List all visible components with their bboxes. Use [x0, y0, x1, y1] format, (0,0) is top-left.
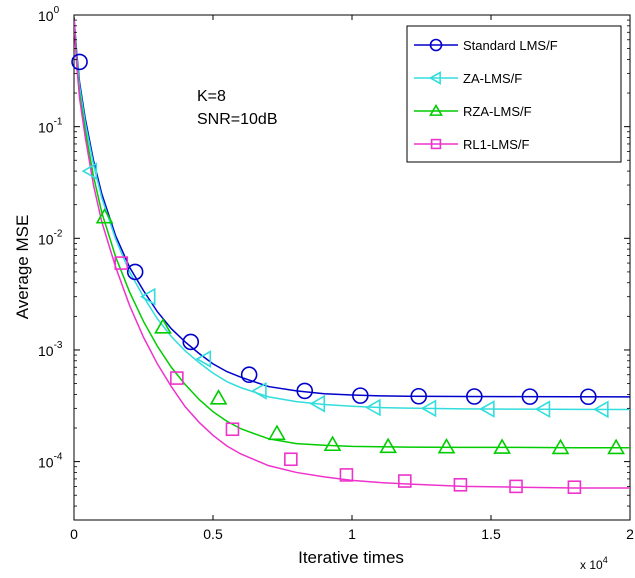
series-2-marker — [154, 318, 172, 334]
series-0-marker — [579, 388, 597, 406]
x-axis: 0 0.5 1 1.5 2 — [70, 15, 634, 542]
series-3-marker — [284, 452, 298, 467]
series-3-marker — [170, 371, 184, 385]
legend-label: ZA-LMS/F — [463, 71, 522, 86]
series-0-marker — [352, 387, 369, 404]
x-tick-label: 0 — [70, 526, 78, 542]
series-0-marker — [521, 388, 539, 405]
series-1-marker — [420, 399, 437, 418]
series-2-marker — [493, 438, 511, 454]
annotation-k: K=8 — [197, 88, 226, 105]
y-tick-base: 10 — [38, 120, 54, 136]
series-2-marker — [209, 389, 228, 405]
series-1-marker — [309, 394, 326, 413]
series-2-marker — [95, 207, 114, 224]
series-0-marker — [296, 382, 314, 400]
legend-marker — [429, 38, 443, 52]
series-0-marker — [126, 263, 144, 281]
x-tick-label: 1 — [348, 526, 356, 542]
legend-marker — [429, 103, 443, 116]
y-tick-base: 10 — [38, 8, 54, 24]
y-tick-exponent: -1 — [54, 117, 63, 128]
marker-layer — [71, 53, 625, 495]
series-3-marker — [225, 422, 240, 437]
series-3-marker — [398, 474, 412, 488]
series-1-marker — [139, 287, 156, 306]
legend-item: Standard LMS/F — [414, 38, 558, 53]
series-3-marker — [509, 479, 523, 494]
series-line-3 — [74, 17, 630, 489]
legend-label: RZA-LMS/F — [463, 104, 532, 119]
series-2-marker — [323, 435, 342, 452]
series-2-marker — [437, 437, 456, 454]
x-tick-label: 2 — [626, 526, 634, 542]
series-3-marker — [567, 480, 582, 495]
y-tick-exponent: -4 — [54, 452, 63, 463]
legend: Standard LMS/F ZA-LMS/F RZA-LMS/F RL1-LMS/F — [406, 25, 622, 163]
x-tick-label: 1.5 — [481, 526, 501, 542]
series-3-marker — [339, 468, 354, 482]
series-line-2 — [74, 17, 630, 449]
legend-marker — [430, 138, 442, 150]
series-1-marker — [251, 382, 267, 400]
series-1-marker — [593, 400, 609, 419]
y-tick-exponent: 0 — [54, 5, 60, 16]
x-axis-label: Iterative times — [298, 548, 404, 567]
series-1-marker — [479, 400, 495, 418]
y-tick-label: 10-4 — [38, 452, 63, 471]
series-3-marker — [114, 256, 129, 270]
y-tick-base: 10 — [38, 455, 54, 471]
series-0-marker — [466, 388, 483, 405]
y-tick-label: 100 — [38, 5, 60, 24]
legend-label: RL1-LMS/F — [463, 137, 530, 152]
series-0-marker — [71, 53, 88, 71]
legend-box — [406, 25, 622, 163]
legend-item: RL1-LMS/F — [414, 137, 530, 152]
series-3-marker — [453, 477, 468, 492]
y-tick-label: 10-2 — [38, 228, 63, 247]
legend-marker — [428, 71, 441, 85]
y-tick-label: 10-3 — [38, 340, 63, 359]
y-tick-base: 10 — [38, 343, 54, 359]
series-1-marker — [365, 398, 381, 417]
series-0-marker — [410, 387, 428, 405]
series-line-0 — [74, 17, 630, 398]
series-2-marker — [551, 438, 570, 455]
series-0-marker — [182, 333, 200, 351]
legend-item: RZA-LMS/F — [414, 103, 532, 119]
x-axis-multiplier: x 104 — [580, 555, 608, 572]
x-axis-multiplier-base: x 10 — [580, 558, 603, 572]
legend-item: ZA-LMS/F — [414, 71, 522, 86]
series-2-marker — [379, 437, 398, 454]
x-axis-multiplier-exponent: 4 — [603, 555, 608, 565]
x-tick-label: 0.5 — [203, 526, 223, 542]
y-tick-base: 10 — [38, 231, 54, 247]
y-tick-exponent: -3 — [54, 340, 63, 351]
series-line-1 — [74, 17, 630, 411]
y-tick-exponent: -2 — [54, 228, 63, 239]
series-1-marker — [195, 350, 212, 368]
series-2-marker — [607, 438, 625, 455]
legend-label: Standard LMS/F — [463, 38, 558, 53]
y-tick-label: 10-1 — [38, 117, 63, 136]
series-2-marker — [268, 424, 286, 441]
y-axis-label: Average MSE — [13, 215, 32, 320]
series-1-marker — [81, 162, 98, 180]
series-layer — [74, 17, 630, 489]
series-0-marker — [240, 366, 258, 384]
series-1-marker — [534, 400, 551, 419]
annotation-snr: SNR=10dB — [197, 111, 278, 128]
